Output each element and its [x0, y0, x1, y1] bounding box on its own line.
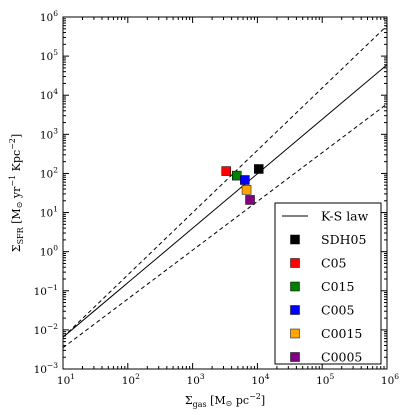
x-tick-label: 105	[316, 372, 334, 387]
y-tick-label: 10−2	[34, 322, 59, 337]
y-tick-label: 10−3	[34, 361, 59, 376]
y-tick-label: 10−1	[34, 283, 58, 298]
y-tick-label: 102	[40, 165, 58, 180]
y-tick-label: 103	[40, 126, 58, 141]
data-points	[221, 164, 264, 205]
y-tick-label: 106	[40, 9, 58, 24]
legend-marker-c05	[290, 258, 300, 268]
legend-label: K-S law	[321, 209, 369, 224]
legend-marker-c015	[290, 281, 300, 292]
y-tick-label: 105	[40, 48, 58, 63]
plot-area	[63, 25, 387, 349]
y-tick-label: 104	[40, 87, 58, 102]
x-tick-label: 106	[381, 372, 399, 387]
legend: K-S law SDH05 C05 C015 C005 C0015 C0005	[274, 202, 382, 365]
plot-frame	[62, 16, 388, 370]
y-tick-label: 100	[40, 244, 58, 259]
legend-label: SDH05	[321, 232, 366, 247]
x-axis-label: Σgas [M⊙ pc−2]	[185, 392, 265, 409]
data-point-sdh05	[254, 164, 264, 174]
legend-marker-c005	[290, 305, 300, 315]
legend-label: C05	[321, 256, 346, 271]
x-tick-label: 102	[122, 372, 140, 387]
x-tick-label: 103	[187, 372, 205, 387]
ks-law-line	[63, 64, 387, 338]
x-tick-label: 104	[251, 372, 269, 387]
x-tick-label: 101	[57, 372, 75, 387]
data-point-c0015	[241, 185, 252, 195]
ks-law-dashed-line-1	[63, 25, 387, 338]
axis-ticks: 101 102 103 104 105 106 10−3 10−2 10−1 100 101 102 1…	[34, 9, 400, 387]
y-axis-label: ΣSFR [M⊙ yr−1 Kpc−2]	[8, 134, 25, 252]
data-point-c0005	[245, 195, 255, 205]
legend-label: C0005	[321, 350, 362, 365]
ks-law-dashed-line-2	[63, 103, 387, 349]
legend-label: C0015	[321, 326, 362, 341]
legend-marker-c0015	[290, 328, 300, 339]
data-point-c005	[240, 175, 250, 185]
data-point-c015	[231, 170, 242, 181]
legend-marker-c0005	[290, 352, 300, 362]
legend-marker-sdh05	[290, 234, 300, 245]
y-tick-label: 101	[40, 205, 58, 220]
legend-label: C005	[321, 303, 354, 318]
data-point-c05	[221, 166, 231, 176]
legend-label: C015	[321, 279, 354, 294]
